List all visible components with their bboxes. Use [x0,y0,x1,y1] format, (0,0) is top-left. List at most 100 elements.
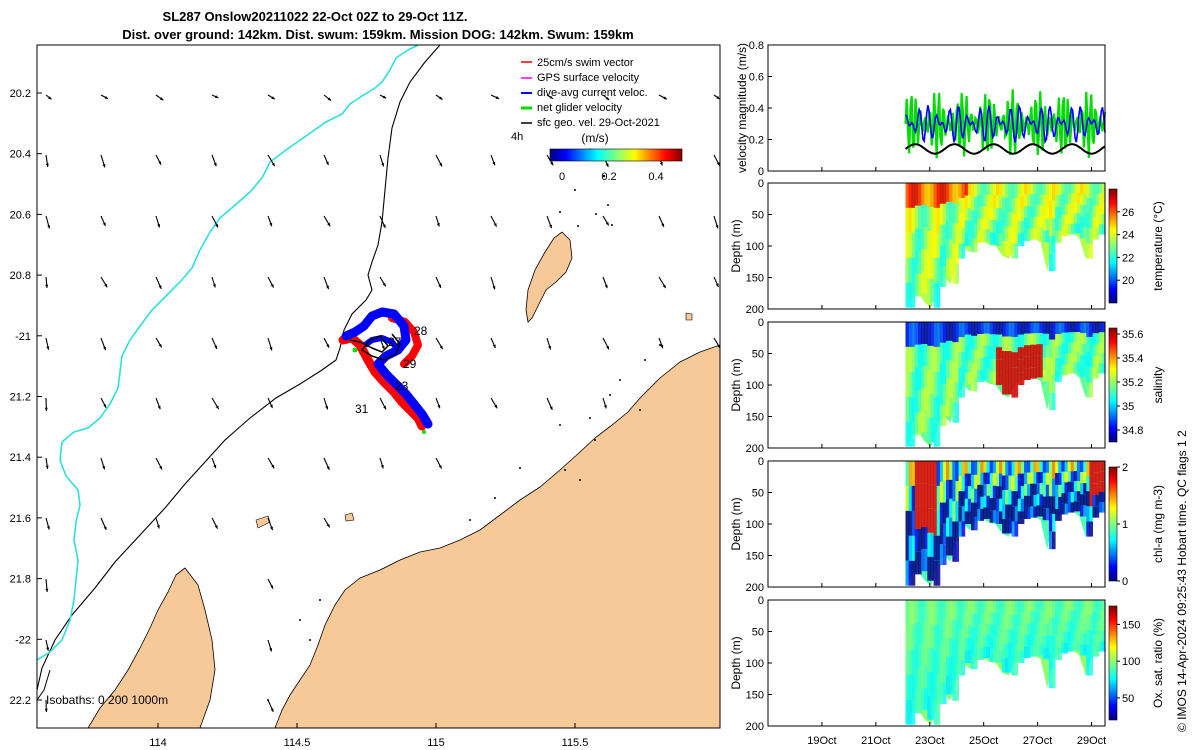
section-cell [1098,203,1103,214]
section-cell [1064,354,1069,365]
section-cell [1033,356,1037,368]
velocity-series [904,89,1107,159]
geo-velocity-arrowhead [326,523,330,528]
section-cell [1070,641,1075,652]
section-cell [1092,611,1097,623]
geo-velocity-arrowhead [439,163,443,167]
section-cell [1061,482,1065,494]
section-cell [1011,645,1016,661]
section-cell [914,344,919,368]
section-cell [992,473,997,486]
geo-velocity-arrowhead [213,464,217,469]
section-cell [999,650,1003,663]
section-cell [1055,647,1059,660]
section-cell [977,218,981,231]
section-cell [1048,652,1053,671]
section-cell [992,510,997,523]
section-cell [1027,183,1031,195]
section-cell [1005,614,1009,629]
section-cell [908,674,913,700]
section-cell [974,224,978,239]
section-y-tick-label: 50 [752,349,764,361]
section-y-tick-label: 200 [746,582,764,594]
section-cell [1061,225,1065,237]
section-cell [992,334,997,347]
geo-velocity-arrowhead [715,283,719,288]
section-cell [958,322,963,338]
section-cell [930,484,934,509]
section-cell [1039,344,1044,356]
section-cell [999,612,1003,626]
section-cell [958,367,963,383]
geo-velocity-arrowhead [104,283,108,288]
section-cell [1042,508,1047,521]
section-cell [1080,461,1084,473]
geo-velocity-arrowhead [269,222,273,227]
map-y-tick-label: 21.8 [10,574,31,586]
section-cell [1076,481,1081,492]
section-cell [1055,600,1059,612]
section-cell [1036,183,1040,195]
section-cell [1070,224,1075,235]
geo-velocity-arrowhead [439,345,443,350]
section-cell [1020,473,1025,487]
section-cell [1039,633,1044,645]
section-cell [1030,495,1034,507]
section-cell [1020,625,1025,638]
section-cell [964,637,969,651]
section-cell [1101,332,1106,343]
section-cell [1011,521,1016,537]
section-cell [1005,504,1009,519]
geo-velocity-arrowhead [716,95,720,100]
section-cell [961,491,966,507]
section-cell [1076,352,1081,363]
geo-velocity-arrowhead [269,404,273,409]
section-cell [1098,214,1103,225]
section-cell [964,486,969,499]
section-cell [1101,481,1106,492]
section-cell [967,195,972,209]
section-cell [1064,610,1069,622]
section-cell [914,529,919,552]
section-cell [1073,600,1078,611]
section-cell [974,363,978,378]
section-cell [1052,183,1056,201]
section-cell [1024,472,1028,485]
section-cell [930,183,934,207]
section-cell [1045,508,1050,521]
section-cell [995,498,1000,512]
section-cell [1095,322,1100,334]
section-cell [1002,322,1006,337]
section-cell [921,527,925,550]
section-cell [933,232,938,258]
section-cell [989,232,994,245]
section-cell [1095,183,1100,195]
section-cell [1020,359,1025,373]
section-cell [942,342,947,364]
map-x-tick-label: 115 [427,737,445,749]
section-cell [1039,644,1044,656]
geo-velocity-arrowhead [104,95,109,99]
section-cell [946,675,950,695]
isobaths-label: Isobaths: 0 200 1000m [46,693,168,707]
section-cell [989,346,994,359]
legend-item-sfc-geo: sfc geo. vel. 29-Oct-2021 [521,117,660,129]
section-cell [905,183,910,208]
section-cell [1058,508,1062,521]
section-cell [1008,365,1012,380]
section-cell [1067,610,1072,621]
section-cell [980,484,984,497]
section-cell [1011,630,1016,646]
section-cell [1014,660,1019,676]
section-cell [949,536,953,556]
section-cell [980,322,984,334]
section-cell [933,346,938,372]
section-cell [1089,615,1093,631]
section-cell [939,481,944,503]
section-cell [911,396,916,422]
section-cell [1055,635,1059,648]
section-cell [942,620,947,642]
section-ylabel: Depth (m) [729,636,743,689]
section-cell [1055,322,1059,334]
section-cell [1014,213,1019,229]
